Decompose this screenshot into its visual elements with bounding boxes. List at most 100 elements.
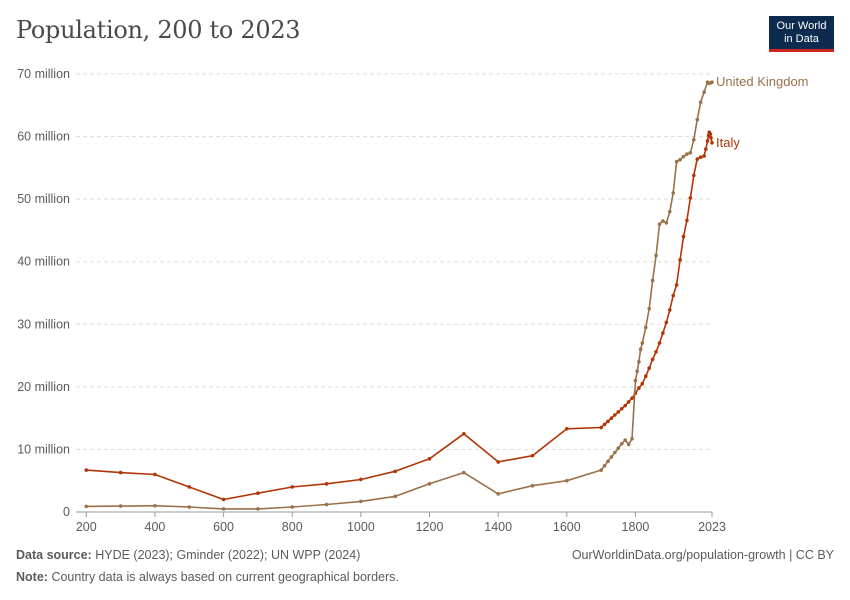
data-point[interactable] — [290, 485, 295, 489]
data-point[interactable] — [616, 446, 621, 450]
data-point[interactable] — [599, 425, 603, 430]
data-point[interactable] — [623, 438, 627, 442]
data-point[interactable] — [657, 341, 662, 345]
data-point[interactable] — [688, 151, 693, 155]
data-point[interactable] — [153, 503, 157, 508]
data-point[interactable] — [256, 491, 260, 496]
owid-logo[interactable]: Our World in Data — [769, 16, 834, 52]
data-point[interactable] — [664, 221, 669, 225]
data-point[interactable] — [619, 406, 624, 411]
data-point[interactable] — [84, 468, 89, 472]
data-point[interactable] — [704, 147, 708, 151]
data-point[interactable] — [626, 400, 631, 404]
data-point[interactable] — [671, 293, 676, 298]
data-point[interactable] — [654, 253, 658, 258]
data-point[interactable] — [678, 157, 682, 162]
data-point[interactable] — [640, 381, 645, 386]
data-point[interactable] — [359, 499, 363, 504]
data-point[interactable] — [462, 431, 466, 436]
data-point[interactable] — [681, 154, 686, 159]
data-source-text[interactable]: HYDE (2023); Gminder (2022); UN WPP (202… — [95, 548, 361, 562]
data-point[interactable] — [118, 470, 123, 475]
data-point[interactable] — [565, 426, 569, 431]
data-point[interactable] — [688, 196, 693, 200]
data-point[interactable] — [609, 455, 614, 459]
data-point[interactable] — [290, 505, 295, 509]
data-point[interactable] — [496, 492, 500, 496]
series-united-kingdom[interactable] — [84, 80, 714, 511]
data-point[interactable] — [667, 209, 672, 214]
data-point[interactable] — [606, 419, 610, 424]
data-point[interactable] — [638, 347, 643, 352]
data-point[interactable] — [623, 403, 627, 408]
data-point[interactable] — [647, 366, 651, 370]
data-point[interactable] — [496, 460, 500, 464]
data-point[interactable] — [698, 155, 703, 160]
data-point[interactable] — [613, 413, 617, 417]
data-point[interactable] — [626, 442, 631, 447]
data-point[interactable] — [427, 457, 432, 461]
series-label[interactable]: Italy — [716, 135, 740, 150]
data-point[interactable] — [256, 507, 260, 511]
data-point[interactable] — [674, 159, 679, 164]
data-point[interactable] — [324, 502, 329, 507]
data-point[interactable] — [710, 80, 714, 84]
data-point[interactable] — [674, 283, 679, 287]
data-point[interactable] — [657, 222, 662, 226]
data-point[interactable] — [187, 505, 192, 509]
data-point[interactable] — [530, 483, 535, 488]
data-point[interactable] — [630, 396, 634, 400]
data-point[interactable] — [661, 219, 665, 223]
series-label[interactable]: United Kingdom — [716, 74, 809, 89]
data-point[interactable] — [637, 386, 641, 390]
data-point[interactable] — [393, 494, 398, 499]
data-point[interactable] — [643, 325, 648, 330]
data-point[interactable] — [650, 357, 655, 362]
data-point[interactable] — [221, 497, 226, 502]
data-point[interactable] — [619, 441, 624, 446]
data-point[interactable] — [692, 137, 696, 142]
data-point[interactable] — [702, 90, 706, 94]
data-point[interactable] — [635, 369, 639, 374]
credit-link[interactable]: OurWorldinData.org/population-growth | C… — [571, 548, 834, 562]
data-point[interactable] — [705, 139, 710, 143]
data-point[interactable] — [187, 485, 192, 489]
data-point[interactable] — [685, 152, 689, 156]
data-point[interactable] — [692, 173, 696, 178]
data-point[interactable] — [671, 191, 676, 195]
data-point[interactable] — [702, 154, 706, 158]
data-point[interactable] — [118, 504, 123, 508]
data-point[interactable] — [630, 436, 634, 441]
data-point[interactable] — [695, 157, 700, 161]
data-point[interactable] — [633, 378, 638, 383]
data-point[interactable] — [709, 136, 713, 140]
data-point[interactable] — [647, 306, 651, 311]
data-point[interactable] — [462, 470, 466, 475]
data-point[interactable] — [640, 341, 645, 345]
data-point[interactable] — [84, 504, 89, 509]
data-point[interactable] — [681, 234, 686, 239]
data-point[interactable] — [698, 100, 703, 104]
data-point[interactable] — [565, 478, 569, 483]
data-point[interactable] — [616, 410, 621, 414]
data-point[interactable] — [609, 416, 614, 420]
data-point[interactable] — [359, 477, 363, 482]
data-point[interactable] — [602, 422, 607, 427]
data-point[interactable] — [654, 350, 658, 354]
data-point[interactable] — [695, 117, 700, 122]
data-point[interactable] — [221, 507, 226, 511]
data-point[interactable] — [661, 331, 665, 335]
data-point[interactable] — [613, 450, 617, 455]
data-point[interactable] — [650, 278, 655, 283]
data-point[interactable] — [153, 472, 157, 477]
data-point[interactable] — [427, 482, 432, 486]
data-point[interactable] — [685, 218, 689, 223]
data-point[interactable] — [708, 132, 713, 136]
series-italy[interactable] — [84, 130, 714, 502]
data-point[interactable] — [678, 258, 682, 262]
data-point[interactable] — [664, 320, 669, 325]
data-point[interactable] — [599, 468, 603, 472]
data-point[interactable] — [637, 360, 641, 364]
data-point[interactable] — [643, 374, 648, 379]
data-point[interactable] — [530, 453, 535, 458]
